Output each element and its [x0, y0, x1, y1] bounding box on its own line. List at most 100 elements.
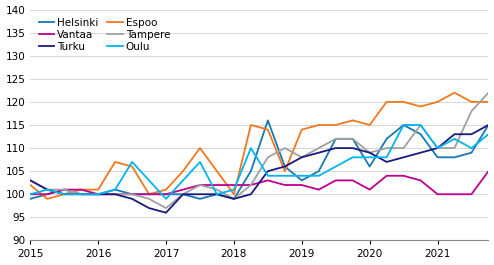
Turku: [27, 179, 33, 182]
Vantaa: [452, 193, 457, 196]
Tampere: [44, 188, 50, 191]
Turku: [197, 193, 203, 196]
Espoo: [44, 197, 50, 200]
Oulu: [350, 156, 356, 159]
Helsinki: [333, 137, 339, 140]
Turku: [95, 193, 101, 196]
Espoo: [112, 160, 118, 164]
Espoo: [299, 128, 305, 131]
Helsinki: [417, 132, 423, 136]
Turku: [282, 165, 288, 168]
Oulu: [78, 193, 84, 196]
Turku: [265, 170, 271, 173]
Espoo: [435, 100, 441, 104]
Helsinki: [180, 193, 186, 196]
Turku: [146, 206, 152, 210]
Tampere: [248, 183, 254, 187]
Vantaa: [112, 193, 118, 196]
Turku: [299, 156, 305, 159]
Espoo: [367, 123, 372, 127]
Espoo: [163, 188, 169, 191]
Espoo: [417, 105, 423, 108]
Tampere: [486, 91, 492, 94]
Vantaa: [401, 174, 407, 177]
Turku: [231, 197, 237, 200]
Tampere: [265, 156, 271, 159]
Helsinki: [468, 151, 474, 154]
Oulu: [282, 174, 288, 177]
Oulu: [112, 188, 118, 191]
Helsinki: [61, 188, 67, 191]
Tampere: [452, 147, 457, 150]
Vantaa: [486, 170, 492, 173]
Helsinki: [401, 123, 407, 127]
Oulu: [367, 156, 372, 159]
Oulu: [316, 174, 322, 177]
Espoo: [486, 100, 492, 104]
Espoo: [180, 170, 186, 173]
Helsinki: [146, 193, 152, 196]
Espoo: [61, 193, 67, 196]
Line: Tampere: Tampere: [30, 74, 494, 208]
Turku: [435, 147, 441, 150]
Espoo: [265, 128, 271, 131]
Espoo: [95, 188, 101, 191]
Oulu: [180, 179, 186, 182]
Helsinki: [27, 197, 33, 200]
Oulu: [435, 147, 441, 150]
Helsinki: [197, 197, 203, 200]
Oulu: [197, 160, 203, 164]
Turku: [401, 156, 407, 159]
Espoo: [384, 100, 390, 104]
Oulu: [27, 193, 33, 196]
Vantaa: [146, 193, 152, 196]
Line: Oulu: Oulu: [30, 88, 494, 199]
Espoo: [27, 183, 33, 187]
Espoo: [401, 100, 407, 104]
Oulu: [61, 193, 67, 196]
Espoo: [468, 100, 474, 104]
Oulu: [384, 156, 390, 159]
Oulu: [299, 174, 305, 177]
Turku: [112, 193, 118, 196]
Line: Helsinki: Helsinki: [30, 79, 494, 199]
Helsinki: [44, 193, 50, 196]
Vantaa: [197, 183, 203, 187]
Vantaa: [231, 183, 237, 187]
Helsinki: [282, 165, 288, 168]
Tampere: [417, 123, 423, 127]
Tampere: [384, 147, 390, 150]
Helsinki: [367, 165, 372, 168]
Helsinki: [78, 193, 84, 196]
Turku: [316, 151, 322, 154]
Turku: [129, 197, 135, 200]
Oulu: [146, 179, 152, 182]
Helsinki: [265, 119, 271, 122]
Helsinki: [231, 197, 237, 200]
Tampere: [367, 151, 372, 154]
Tampere: [468, 109, 474, 113]
Oulu: [231, 188, 237, 191]
Vantaa: [333, 179, 339, 182]
Turku: [214, 193, 220, 196]
Turku: [468, 132, 474, 136]
Oulu: [452, 137, 457, 140]
Helsinki: [95, 193, 101, 196]
Espoo: [214, 170, 220, 173]
Helsinki: [248, 170, 254, 173]
Turku: [333, 147, 339, 150]
Vantaa: [417, 179, 423, 182]
Vantaa: [367, 188, 372, 191]
Tampere: [316, 147, 322, 150]
Espoo: [129, 165, 135, 168]
Tampere: [95, 193, 101, 196]
Tampere: [282, 147, 288, 150]
Tampere: [61, 188, 67, 191]
Turku: [367, 151, 372, 154]
Line: Vantaa: Vantaa: [30, 125, 494, 194]
Turku: [61, 193, 67, 196]
Espoo: [282, 170, 288, 173]
Espoo: [316, 123, 322, 127]
Oulu: [214, 193, 220, 196]
Oulu: [163, 197, 169, 200]
